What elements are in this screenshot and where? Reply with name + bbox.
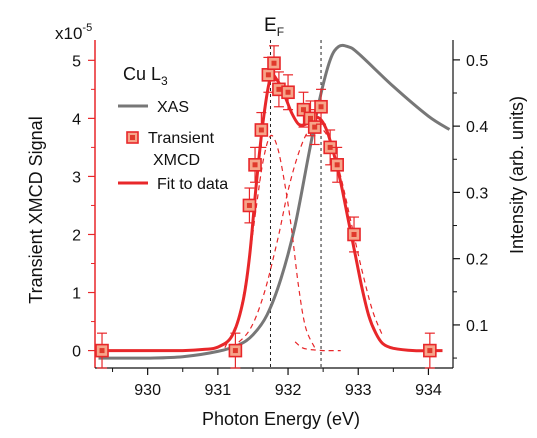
data-point-core [318,104,324,110]
series-layer [98,43,451,360]
data-point-core [327,144,333,150]
legend-xmcd-swatch-core [130,135,135,140]
left-tick-label: 4 [72,111,81,128]
x-tick-label: 933 [345,382,372,399]
data-point-core [99,348,105,354]
data-point-core [258,127,264,133]
x-tick-label: 932 [275,382,302,399]
data-points [95,45,437,369]
left-tick-label: 5 [72,53,81,70]
data-point-core [276,86,282,92]
left-tick-label: 3 [72,169,81,186]
data-point-core [351,231,357,237]
data-point-core [265,72,271,78]
data-point-core [300,107,306,113]
data-point-core [232,348,238,354]
x-axis-label: Photon Energy (eV) [202,409,360,429]
right-tick-label: 0.2 [466,252,488,269]
left-tick-label: 0 [72,344,81,361]
xas-line [98,43,451,360]
fit-line [98,73,443,353]
legend-fit-label: Fit to data [157,176,228,193]
legend: XAS Transient XMCD Fit to data [118,99,228,193]
right-axis-label: Intensity (arb. units) [507,96,527,254]
data-point-core [252,162,258,168]
x-ticks: 930 931 932 933 934 [112,368,442,399]
fermi-label: EF [264,15,284,39]
left-tick-label: 2 [72,227,81,244]
left-axis-label: Transient XMCD Signal [26,116,46,303]
left-scale-label: x10-5 [55,22,92,43]
data-point-core [246,202,252,208]
right-tick-label: 0.3 [466,185,488,202]
data-point-core [427,348,433,354]
right-tick-label: 0.1 [466,318,488,335]
right-tick-label: 0.5 [466,53,488,70]
data-point-core [312,124,318,130]
fit-component-dashed-line [294,341,341,352]
left-y-ticks: 0 1 2 3 4 5 [72,53,95,361]
left-tick-label: 1 [72,286,81,303]
legend-xmcd-label-line1: Transient [148,130,215,147]
data-point-core [285,89,291,95]
legend-xmcd-label-line2: XMCD [153,152,200,169]
right-y-ticks: 0.1 0.2 0.3 0.4 0.5 [453,53,488,359]
legend-xas-label: XAS [157,99,189,116]
x-tick-label: 931 [204,382,231,399]
data-point-core [271,60,277,66]
fit-component-dashed-line [231,125,384,349]
x-tick-label: 930 [134,382,161,399]
data-point-core [334,162,340,168]
right-tick-label: 0.4 [466,119,488,136]
panel-label: Cu L3 [123,64,168,88]
data-point-core [308,115,314,121]
x-tick-label: 934 [415,382,442,399]
